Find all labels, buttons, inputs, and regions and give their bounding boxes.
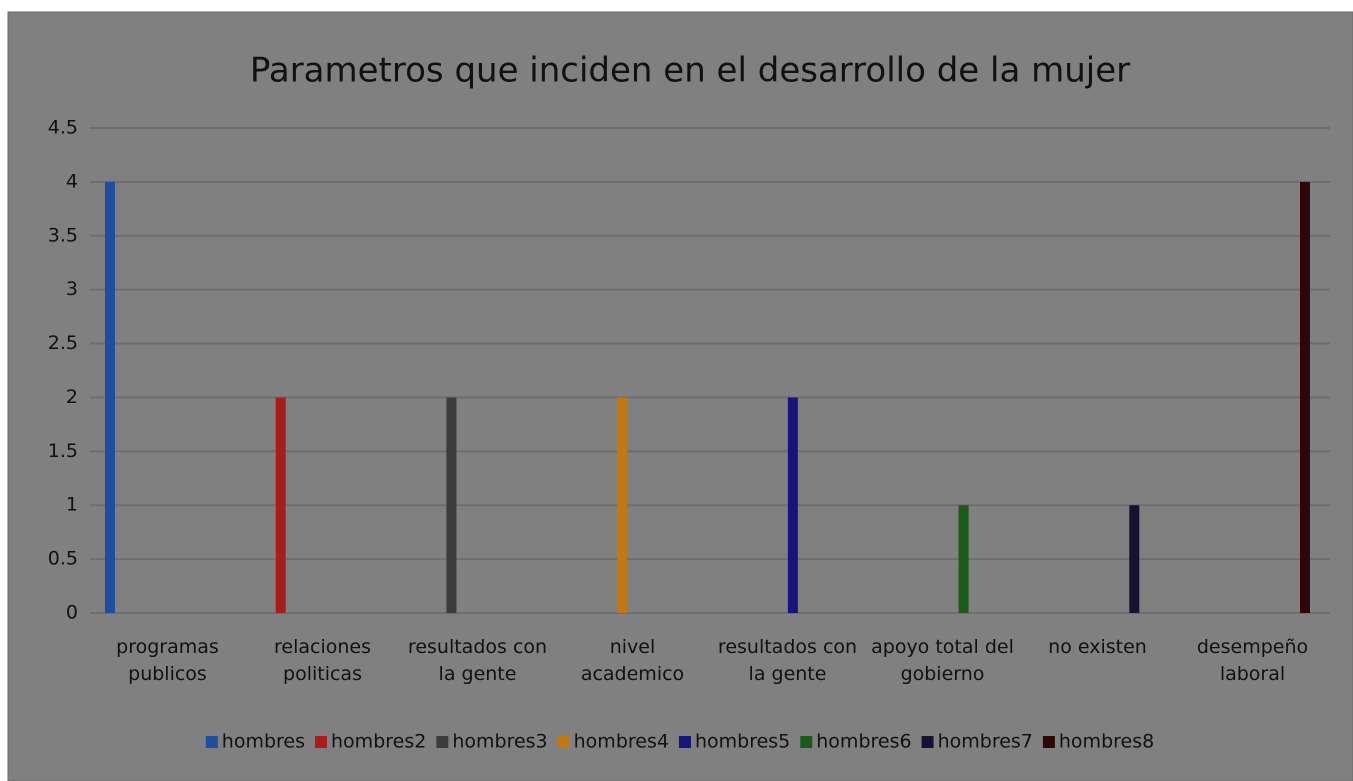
y-tick-label: 1.5 [48,440,78,462]
y-tick-label: 2 [66,386,78,408]
legend-swatch [436,736,449,748]
y-tick-label: 0 [66,602,78,624]
legend: hombres hombres2 hombres3 hombres4 hombres5 h… [205,731,1154,753]
y-tick-label: 4.5 [48,117,78,139]
y-tick-label: 2.5 [48,332,78,354]
x-tick-label: nivel academico [580,636,685,685]
y-tick-label: 1 [66,494,78,516]
x-tick-label: programas publicos [116,636,219,685]
bar [958,505,969,613]
bar [1129,505,1140,613]
x-tick-label: resultados con la gente [717,636,858,685]
chart-title: Parametros que inciden en el desarrollo … [250,51,1130,91]
x-tick-label: no existen [1048,636,1147,658]
legend-swatch [557,736,570,748]
bar [275,397,286,613]
legend-label: hombres [222,731,305,753]
legend-label: hombres8 [1059,731,1154,753]
legend-swatch [1042,736,1055,748]
y-tick-label: 3 [66,278,78,300]
legend-swatch [678,736,691,748]
x-tick-label: desempeño laboral [1196,636,1309,685]
legend-swatch [205,736,218,748]
bar [1300,181,1310,613]
bar [617,397,628,613]
bar [787,397,798,613]
x-tick-label: relaciones politicas [274,636,371,685]
legend-label: hombres5 [695,731,790,753]
bar [105,181,115,613]
bar [446,397,457,613]
legend-swatch [315,736,328,748]
legend-label: hombres6 [816,731,911,753]
legend-label: hombres2 [331,731,426,753]
legend-label: hombres3 [452,731,547,753]
legend-swatch [921,736,934,748]
legend-swatch [800,736,813,748]
y-tick-label: 0.5 [48,548,78,570]
y-tick-label: 4 [66,170,78,192]
x-tick-label: resultados con la gente [407,636,548,685]
legend-label: hombres7 [938,731,1033,753]
y-tick-label: 3.5 [48,224,78,246]
x-tick-label: apoyo total del gobierno [871,636,1014,685]
legend-label: hombres4 [574,731,669,753]
